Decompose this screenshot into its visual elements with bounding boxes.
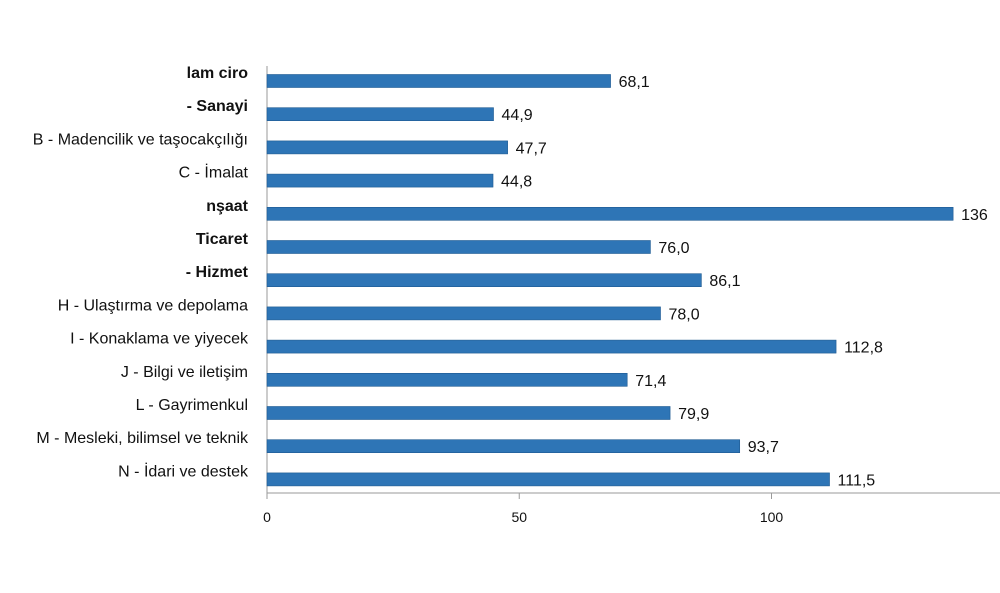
bar (266, 273, 702, 288)
category-label: M - Mesleki, bilimsel ve teknik (36, 430, 249, 447)
value-label: 68,1 (619, 74, 650, 91)
category-label: J - Bilgi ve iletişim (121, 364, 248, 381)
value-label: 76,0 (658, 240, 689, 257)
bar (266, 406, 671, 420)
bar (266, 140, 508, 155)
x-tick-label: 100 (760, 509, 784, 525)
value-label: 86,1 (709, 273, 740, 290)
x-tick-label: 0 (263, 509, 271, 525)
value-label: 136 (961, 207, 988, 224)
category-label: Ticaret (196, 231, 249, 248)
bar (266, 439, 741, 454)
bar (266, 207, 954, 221)
category-label: C - İmalat (179, 163, 249, 182)
category-label: lam ciro (187, 65, 249, 82)
bar (266, 173, 494, 188)
bar (266, 472, 830, 487)
value-label: 111,5 (838, 472, 876, 489)
bar (266, 240, 651, 254)
category-label: - Hizmet (186, 264, 249, 281)
value-label: 44,9 (502, 107, 533, 124)
x-tick-label: 50 (511, 509, 527, 525)
category-label: N - İdari ve destek (118, 461, 249, 480)
bar (266, 74, 611, 88)
category-label: I - Konaklama ve yiyecek (70, 331, 249, 348)
value-label: 47,7 (516, 140, 547, 157)
value-label: 71,4 (635, 373, 666, 390)
value-label: 93,7 (748, 439, 779, 456)
bar (266, 372, 628, 387)
value-label: 79,9 (678, 406, 709, 423)
bar (266, 306, 661, 321)
category-label: H - Ulaştırma ve depolama (58, 297, 248, 314)
bar (266, 107, 494, 121)
value-label: 112,8 (844, 340, 883, 357)
category-label: L - Gayrimenkul (136, 397, 248, 414)
value-label: 44,8 (501, 174, 532, 191)
value-label: 78,0 (669, 306, 700, 323)
category-label: - Sanayi (187, 98, 248, 115)
category-label: B - Madencilik ve taşocakçılığı (33, 131, 248, 148)
category-label: nşaat (206, 198, 248, 215)
bar (266, 339, 837, 354)
